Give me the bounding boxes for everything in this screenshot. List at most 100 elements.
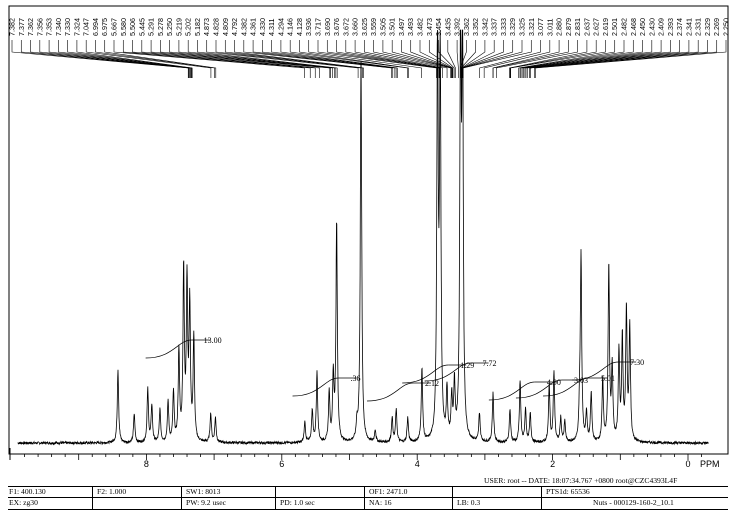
peak-leader-line [113, 40, 305, 78]
param-pw: PW: 9.2 usec [186, 498, 227, 507]
peak-shift-label: 2.374 [675, 18, 684, 36]
peak-shift-label: 7.330 [63, 18, 72, 36]
param-divider [452, 486, 453, 509]
peak-shift-label: 5.445 [137, 18, 146, 36]
peak-shift-label: 4.828 [212, 18, 221, 36]
param-lb: LB: 0.3 [457, 498, 481, 507]
peak-shift-label: 3.936 [304, 18, 313, 36]
peak-shift-label: 3.352 [471, 18, 480, 36]
param-pd: PD: 1.0 sec [280, 498, 315, 507]
x-tick-label: 6 [279, 459, 284, 469]
peak-shift-label: 6.994 [91, 18, 100, 36]
peak-shift-label: 3.454 [434, 18, 443, 36]
peak-shift-label: 4.330 [258, 18, 267, 36]
param-f2: F2: 1.000 [97, 487, 127, 496]
peak-shift-label: 2.831 [573, 18, 582, 36]
nmr-spectrum-chart: 7.382 7.377 7.362 7.356 7.353 7.340 7.330 7.324… [8, 5, 731, 469]
peak-leader-line [492, 40, 569, 78]
peak-shift-label: 5.182 [193, 18, 202, 36]
peak-leader-line [518, 40, 616, 78]
param-sw1: SW1: 8013 [186, 487, 221, 496]
peak-leader-line [30, 40, 190, 78]
peak-shift-label: 3.342 [480, 18, 489, 36]
integral-layer: 13.00.362.121.29 7.724.90 3.03 5.017.30 [145, 336, 644, 402]
peak-shift-label: 3.559 [369, 18, 378, 36]
peak-leader-line [535, 40, 727, 78]
peak-leader-line [104, 40, 217, 78]
peak-leader-line [519, 40, 625, 78]
peak-shift-label: 7.324 [72, 18, 81, 36]
peak-shift-label: 3.435 [443, 18, 452, 36]
peak-leader-line [243, 40, 392, 78]
peak-leader-line [510, 40, 606, 78]
peak-shift-label: 5.219 [174, 18, 183, 36]
peak-shift-label: 3.501 [388, 18, 397, 36]
x-tick-label: 8 [144, 459, 149, 469]
acquisition-parameters: USER: root -- DATE: 18:07:34.767 +0800 r… [8, 476, 728, 520]
integral-value-label: 5.01 [601, 374, 615, 383]
peak-shift-label: 3.676 [332, 18, 341, 36]
peak-shift-label: 4.311 [267, 19, 276, 36]
peak-leader-line [529, 40, 690, 78]
peak-leader-line [150, 40, 331, 78]
peak-shift-label: 3.325 [518, 18, 527, 36]
peak-shift-label: 2.468 [629, 18, 638, 36]
peak-leader-line [85, 40, 212, 78]
spectrum-trace [17, 29, 709, 446]
peak-shift-label: 7.047 [82, 18, 91, 36]
integral-value-label: 7.30 [630, 358, 644, 367]
integral-curve [402, 364, 449, 384]
peak-leader-line [461, 40, 486, 78]
peak-leader-line [428, 40, 454, 78]
peak-leader-line [456, 40, 459, 78]
peak-shift-label: 3.660 [351, 18, 360, 36]
peak-leader-line [534, 40, 718, 78]
peak-shift-label: 3.392 [453, 18, 462, 36]
peak-shift-label: 3.337 [490, 18, 499, 36]
integral-curve [292, 377, 339, 397]
peak-leader-line [525, 40, 671, 78]
x-axis: 8 6 4 2 0 PPM [9, 448, 727, 469]
peak-leader-line [20, 40, 189, 78]
peak-label-group: 7.382 7.377 7.362 7.356 7.353 7.340 7.330 7.324… [8, 18, 731, 36]
peak-shift-label: 2.329 [703, 18, 712, 36]
peak-shift-label: 5.667 [110, 18, 119, 36]
peak-leader-line [76, 40, 193, 78]
peak-leader-line [496, 40, 578, 78]
peak-shift-label: 3.493 [406, 18, 415, 36]
integral-curve [424, 362, 471, 382]
peak-leader-line [58, 40, 192, 78]
peak-leader-line [67, 40, 193, 78]
peak-shift-label: 2.393 [666, 18, 675, 36]
param-divider [364, 486, 365, 509]
integral-curve [488, 381, 535, 401]
peak-shift-label: 2.637 [582, 18, 591, 36]
param-divider [92, 486, 93, 509]
peak-leader-line [479, 40, 541, 78]
peak-shift-label: 2.269 [712, 18, 721, 36]
peak-leader-line [461, 40, 495, 78]
peak-leader-line [523, 40, 653, 78]
peak-leader-line [401, 40, 452, 78]
peak-leader-line [197, 40, 338, 78]
peak-leader-group [11, 40, 727, 78]
peak-leader-line [447, 40, 456, 78]
peak-shift-label: 7.377 [17, 18, 26, 36]
peak-shift-label: 3.473 [425, 18, 434, 36]
peak-leader-line [483, 40, 551, 78]
peak-leader-line [48, 40, 191, 78]
peak-shift-label: 3.717 [314, 18, 323, 36]
peak-shift-label: 2.450 [638, 18, 647, 36]
peak-leader-line [462, 40, 514, 78]
peak-shift-label: 3.329 [508, 18, 517, 36]
param-pts1d: PTS1d: 65536 [546, 487, 590, 496]
integral-curve [145, 339, 192, 359]
peak-shift-label: 3.011 [545, 19, 554, 36]
spectrum-layer [17, 29, 709, 446]
integral-value-label: 7.72 [483, 359, 497, 368]
param-table-top-rule [8, 486, 728, 487]
peak-leader-line [141, 40, 320, 78]
peak-leader-line [520, 40, 634, 78]
user-date-line: USER: root -- DATE: 18:07:34.767 +0800 r… [484, 476, 678, 485]
peak-shift-label: 5.250 [165, 18, 174, 36]
